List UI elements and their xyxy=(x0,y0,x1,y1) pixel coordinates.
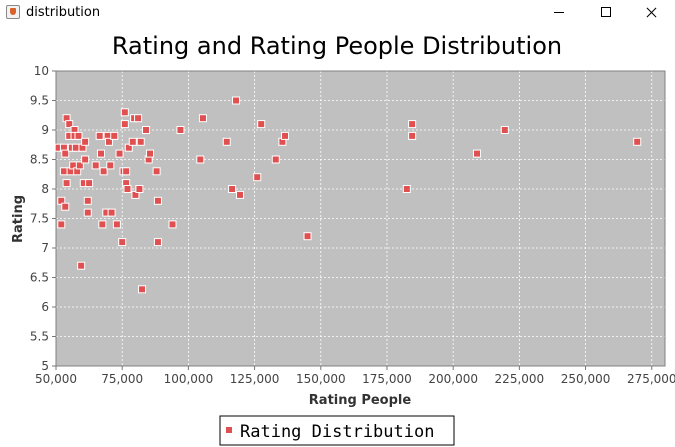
data-point xyxy=(62,179,71,188)
x-tick-label: 275,000 xyxy=(627,372,675,386)
data-point xyxy=(232,96,241,105)
y-tick-label: 7 xyxy=(41,241,49,255)
x-axis-label: Rating People xyxy=(309,393,412,408)
x-tick-label: 225,000 xyxy=(495,372,545,386)
data-point xyxy=(81,137,90,146)
data-point xyxy=(633,137,642,146)
data-point xyxy=(176,126,185,134)
data-point xyxy=(110,131,119,140)
x-tick-label: 100,000 xyxy=(164,372,214,386)
legend-box xyxy=(219,415,455,446)
x-tick-label: 200,000 xyxy=(428,372,478,386)
data-point xyxy=(95,131,104,140)
data-point xyxy=(402,185,411,193)
data-point xyxy=(75,161,84,170)
legend-marker xyxy=(226,427,232,433)
data-point xyxy=(145,149,154,158)
data-point xyxy=(257,120,266,129)
data-point xyxy=(196,155,205,164)
data-point xyxy=(222,137,231,146)
data-point xyxy=(104,137,113,146)
x-tick-label: 125,000 xyxy=(230,372,280,386)
maximize-icon[interactable] xyxy=(583,0,629,26)
legend: Rating Distribution xyxy=(219,415,455,446)
data-point xyxy=(115,149,124,158)
data-point xyxy=(408,120,417,129)
data-point xyxy=(122,167,131,176)
data-point xyxy=(120,120,129,129)
data-point xyxy=(271,155,280,164)
data-point xyxy=(57,220,66,229)
data-point xyxy=(153,196,162,205)
data-point xyxy=(236,190,245,199)
data-point xyxy=(138,285,147,294)
minimize-icon[interactable] xyxy=(537,0,583,26)
data-point xyxy=(303,232,312,241)
data-point xyxy=(153,238,162,247)
java-coffee-cup-icon xyxy=(6,5,20,19)
window-title: distribution xyxy=(26,5,101,20)
legend-label: Rating Distribution xyxy=(240,422,434,442)
x-tick-label: 250,000 xyxy=(561,372,611,386)
data-point xyxy=(99,167,108,176)
x-tick-label: 150,000 xyxy=(296,372,346,386)
data-point xyxy=(83,196,92,205)
data-point xyxy=(106,161,115,170)
data-point xyxy=(136,137,145,146)
data-point xyxy=(123,185,132,193)
data-point xyxy=(473,149,482,158)
data-point xyxy=(97,149,106,158)
data-point xyxy=(128,137,137,146)
data-point xyxy=(118,238,127,247)
window-titlebar: distribution xyxy=(0,0,675,26)
data-point xyxy=(77,261,86,270)
data-point xyxy=(61,202,70,211)
data-point xyxy=(142,126,151,134)
data-point xyxy=(253,173,262,182)
data-point xyxy=(281,131,290,140)
data-point xyxy=(74,131,83,140)
y-tick-label: 6 xyxy=(41,300,49,314)
data-point xyxy=(83,208,92,217)
data-point xyxy=(134,114,143,123)
y-tick-label: 7.5 xyxy=(30,212,49,226)
data-points xyxy=(54,96,642,294)
data-point xyxy=(500,126,509,134)
y-tick-label: 6.5 xyxy=(30,271,49,285)
x-tick-label: 75,000 xyxy=(101,372,143,386)
data-point xyxy=(81,155,90,164)
y-tick-label: 8 xyxy=(41,182,49,196)
data-point xyxy=(152,167,161,176)
x-tick-label: 175,000 xyxy=(362,372,412,386)
data-point xyxy=(228,185,237,193)
data-point xyxy=(85,179,94,188)
data-point xyxy=(98,220,107,229)
scatter-chart: Rating and Rating People Distribution 55… xyxy=(11,32,675,446)
x-tick-label: 50,000 xyxy=(35,372,77,386)
data-point xyxy=(168,220,177,229)
x-axis: 50,000 75,000 100,000 125,000 150,000 175,000… xyxy=(35,366,675,386)
data-point xyxy=(91,161,100,170)
data-point xyxy=(61,149,70,158)
close-icon[interactable] xyxy=(629,0,675,26)
y-tick-label: 5.5 xyxy=(30,330,49,344)
y-tick-label: 8.5 xyxy=(30,153,49,167)
y-axis-label: Rating xyxy=(11,195,26,243)
y-tick-label: 9 xyxy=(41,123,49,137)
data-point xyxy=(408,131,417,140)
chart-title: Rating and Rating People Distribution xyxy=(112,32,562,60)
y-axis: 5 5.5 6 6.5 7 7.5 8 8.5 9 9.5 10 xyxy=(30,64,56,373)
data-point xyxy=(65,120,74,129)
y-tick-label: 9.5 xyxy=(30,94,49,108)
data-point xyxy=(71,143,80,152)
data-point xyxy=(198,114,207,123)
data-point xyxy=(120,108,129,117)
data-point xyxy=(135,185,144,193)
y-tick-label: 10 xyxy=(34,64,49,78)
data-point xyxy=(59,167,68,176)
data-point xyxy=(112,220,121,229)
data-point xyxy=(107,208,116,217)
y-tick-label: 5 xyxy=(41,359,49,373)
